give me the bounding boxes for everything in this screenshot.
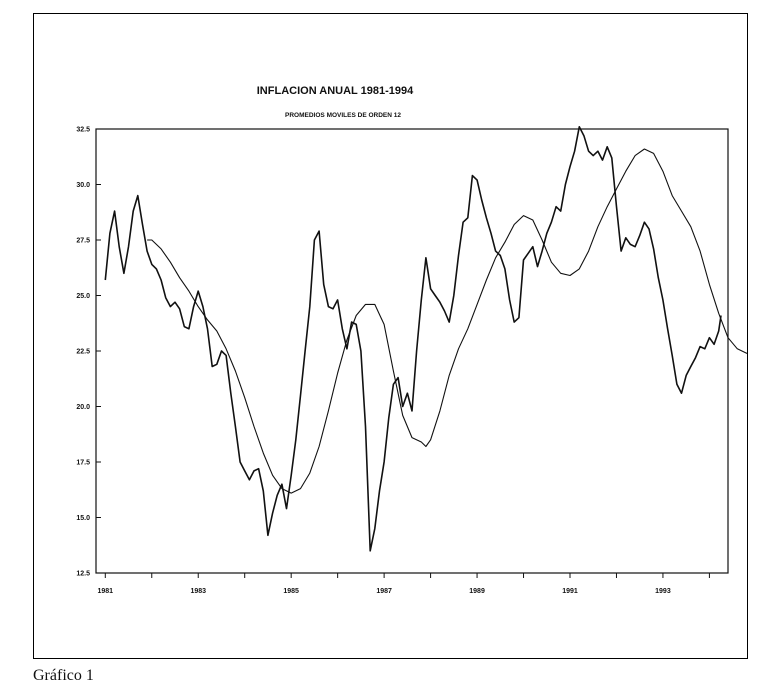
y-tick-label: 12.5 <box>76 571 90 578</box>
x-tick-label: 1987 <box>376 588 392 595</box>
x-tick-label: 1985 <box>283 588 299 595</box>
y-tick-label: 20.0 <box>76 404 90 411</box>
x-tick-label: 1983 <box>190 588 206 595</box>
x-tick-label: 1991 <box>562 588 578 595</box>
x-tick-label: 1993 <box>655 588 671 595</box>
y-tick-label: 30.0 <box>76 182 90 189</box>
y-tick-label: 32.5 <box>76 127 90 134</box>
line-chart: INFLACION ANUAL 1981-1994 PROMEDIOS MOVI… <box>76 85 747 595</box>
axes: 12.5 15.0 17.5 20.0 22.5 25.0 27.5 30.0 32.5 1981… <box>76 127 729 595</box>
series-line-2 <box>147 148 747 494</box>
x-tick-label: 1981 <box>98 588 114 595</box>
y-tick-label: 25.0 <box>76 293 90 300</box>
y-tick-label: 22.5 <box>76 349 90 356</box>
figure-caption: Gráfico 1 <box>33 667 94 684</box>
series-group <box>104 126 747 552</box>
y-tick-label: 15.0 <box>76 515 90 522</box>
chart-title: INFLACION ANUAL 1981-1994 <box>257 85 414 97</box>
y-tick-label: 17.5 <box>76 460 90 467</box>
series-line-1 <box>104 126 722 552</box>
y-tick-label: 27.5 <box>76 238 90 245</box>
x-tick-label: 1989 <box>469 588 485 595</box>
chart-subtitle: PROMEDIOS MOVILES DE ORDEN 12 <box>285 112 401 119</box>
plot-area-border <box>95 128 729 574</box>
figure-frame: INFLACION ANUAL 1981-1994 PROMEDIOS MOVI… <box>33 13 748 659</box>
